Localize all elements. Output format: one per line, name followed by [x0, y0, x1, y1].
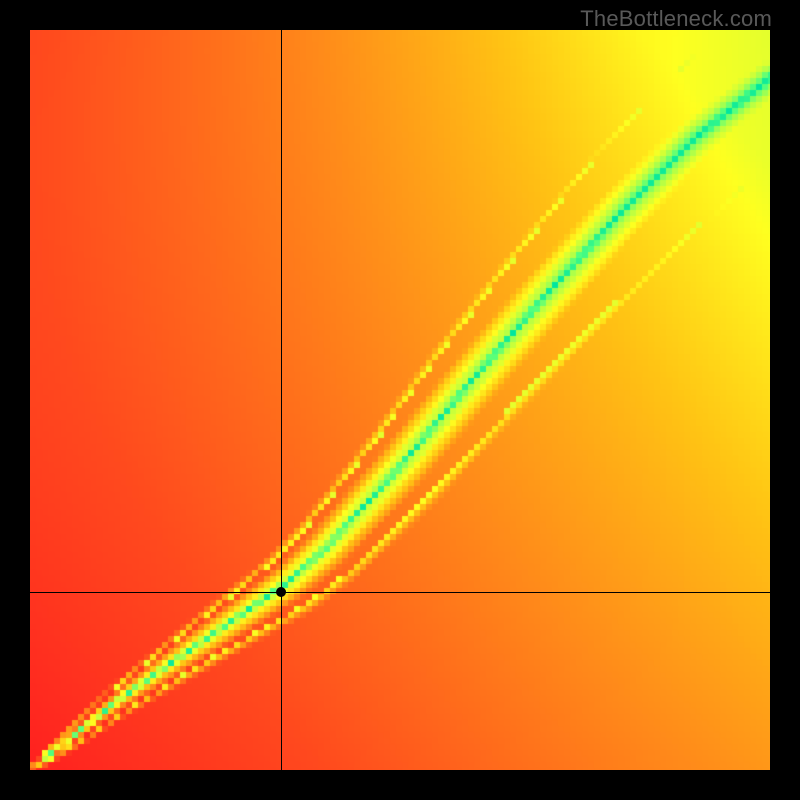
plot-area: [30, 30, 770, 770]
watermark-text: TheBottleneck.com: [580, 6, 772, 32]
crosshair-marker: [276, 587, 286, 597]
bottleneck-heatmap: [30, 30, 770, 770]
crosshair-horizontal: [30, 592, 770, 593]
crosshair-vertical: [281, 30, 282, 770]
